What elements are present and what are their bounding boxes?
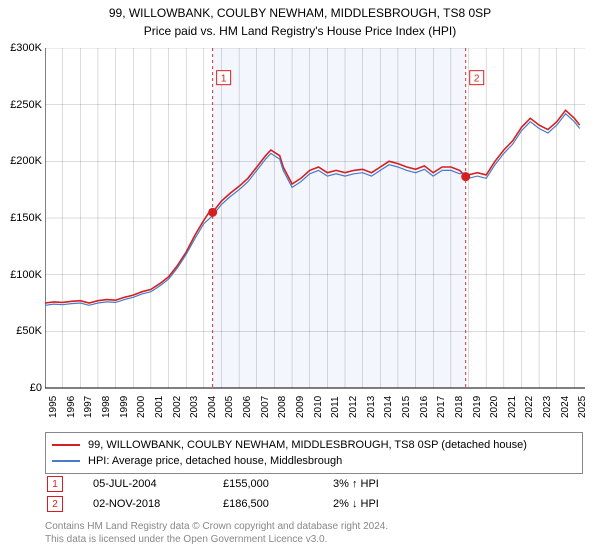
x-tick-label: 2022: [524, 396, 535, 418]
y-tick-label: £50K: [16, 325, 42, 337]
x-tick-label: 2014: [383, 396, 394, 418]
x-tick-label: 2000: [136, 396, 147, 418]
x-tick-label: 1999: [119, 396, 130, 418]
footer-line2: This data is licensed under the Open Gov…: [45, 533, 388, 546]
y-tick-label: £200K: [10, 155, 42, 167]
x-tick-label: 2023: [542, 396, 553, 418]
x-tick-label: 2008: [277, 396, 288, 418]
chart-svg: 12: [45, 48, 585, 420]
x-tick-label: 1996: [66, 396, 77, 418]
svg-text:1: 1: [221, 74, 227, 85]
y-tick-label: £300K: [10, 42, 42, 54]
x-tick-label: 2015: [401, 396, 412, 418]
legend-swatch-hpi: [52, 460, 80, 462]
marker-badge-2: 2: [47, 496, 63, 512]
marker-row: 1 05-JUL-2004 £155,000 3% ↑ HPI: [45, 474, 583, 494]
x-tick-label: 2024: [560, 396, 571, 418]
marker-badge-1: 1: [47, 476, 63, 492]
x-tick-label: 2019: [472, 396, 483, 418]
x-tick-label: 2010: [313, 396, 324, 418]
marker-price: £186,500: [223, 498, 333, 510]
x-tick-label: 2020: [489, 396, 500, 418]
x-tick-label: 2007: [260, 396, 271, 418]
legend-row: 99, WILLOWBANK, COULBY NEWHAM, MIDDLESBR…: [52, 437, 576, 453]
marker-row: 2 02-NOV-2018 £186,500 2% ↓ HPI: [45, 494, 583, 514]
chart-title: 99, WILLOWBANK, COULBY NEWHAM, MIDDLESBR…: [0, 0, 600, 22]
x-tick-label: 1998: [101, 396, 112, 418]
x-tick-label: 2011: [330, 396, 341, 418]
chart-subtitle: Price paid vs. HM Land Registry's House …: [0, 22, 600, 38]
x-tick-label: 2003: [189, 396, 200, 418]
x-tick-label: 2001: [154, 396, 165, 418]
x-tick-label: 2013: [366, 396, 377, 418]
y-tick-label: £0: [30, 382, 42, 394]
x-tick-label: 2005: [224, 396, 235, 418]
marker-number: 2: [52, 499, 58, 510]
legend-swatch-property: [52, 444, 80, 446]
svg-text:2: 2: [474, 74, 480, 85]
marker-table: 1 05-JUL-2004 £155,000 3% ↑ HPI 2 02-NOV…: [45, 474, 583, 514]
footer: Contains HM Land Registry data © Crown c…: [45, 520, 388, 546]
footer-line1: Contains HM Land Registry data © Crown c…: [45, 520, 388, 533]
x-tick-label: 2021: [507, 396, 518, 418]
chart-plot-area: 12: [45, 48, 585, 420]
x-tick-label: 2017: [436, 396, 447, 418]
x-tick-label: 2009: [295, 396, 306, 418]
marker-diff: 3% ↑ HPI: [333, 478, 453, 490]
x-tick-label: 2006: [242, 396, 253, 418]
y-tick-label: £100K: [10, 269, 42, 281]
x-tick-label: 2012: [348, 396, 359, 418]
legend-label: 99, WILLOWBANK, COULBY NEWHAM, MIDDLESBR…: [88, 439, 527, 451]
legend-label: HPI: Average price, detached house, Midd…: [88, 455, 342, 467]
x-tick-label: 2018: [454, 396, 465, 418]
marker-diff: 2% ↓ HPI: [333, 498, 453, 510]
x-tick-label: 2002: [172, 396, 183, 418]
y-tick-label: £250K: [10, 99, 42, 111]
legend-row: HPI: Average price, detached house, Midd…: [52, 453, 576, 469]
x-tick-label: 1997: [83, 396, 94, 418]
x-tick-label: 2004: [207, 396, 218, 418]
marker-date: 05-JUL-2004: [63, 478, 223, 490]
marker-price: £155,000: [223, 478, 333, 490]
x-tick-label: 2016: [419, 396, 430, 418]
legend: 99, WILLOWBANK, COULBY NEWHAM, MIDDLESBR…: [45, 432, 583, 474]
x-tick-label: 1995: [48, 396, 59, 418]
y-tick-label: £150K: [10, 212, 42, 224]
x-tick-label: 2025: [577, 396, 588, 418]
marker-number: 1: [52, 479, 58, 490]
marker-date: 02-NOV-2018: [63, 498, 223, 510]
chart-container: 99, WILLOWBANK, COULBY NEWHAM, MIDDLESBR…: [0, 0, 600, 560]
